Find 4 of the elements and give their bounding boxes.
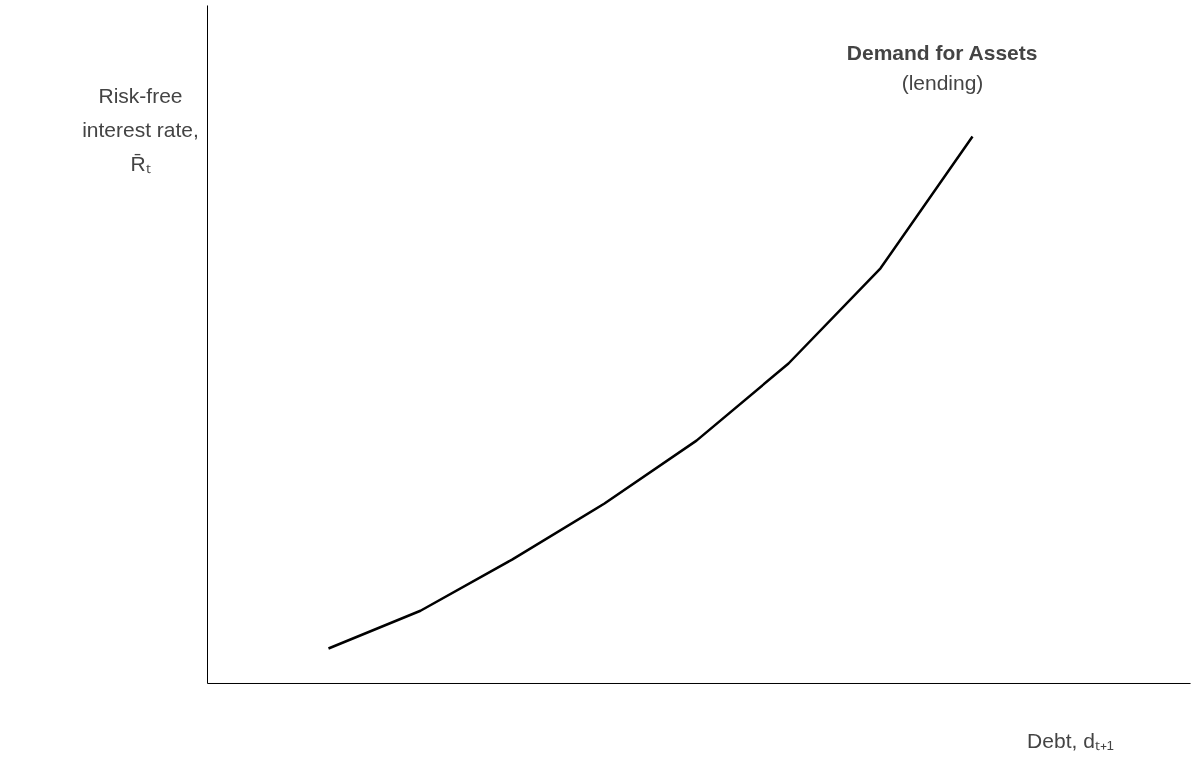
text: Demand for Assets xyxy=(846,41,1038,65)
y-axis-title: Risk-free interest rate, R̄ₜ xyxy=(82,84,199,175)
x-axis-title: Debt, dₜ₊₁ xyxy=(1027,729,1114,752)
text: (lending) xyxy=(901,71,984,95)
